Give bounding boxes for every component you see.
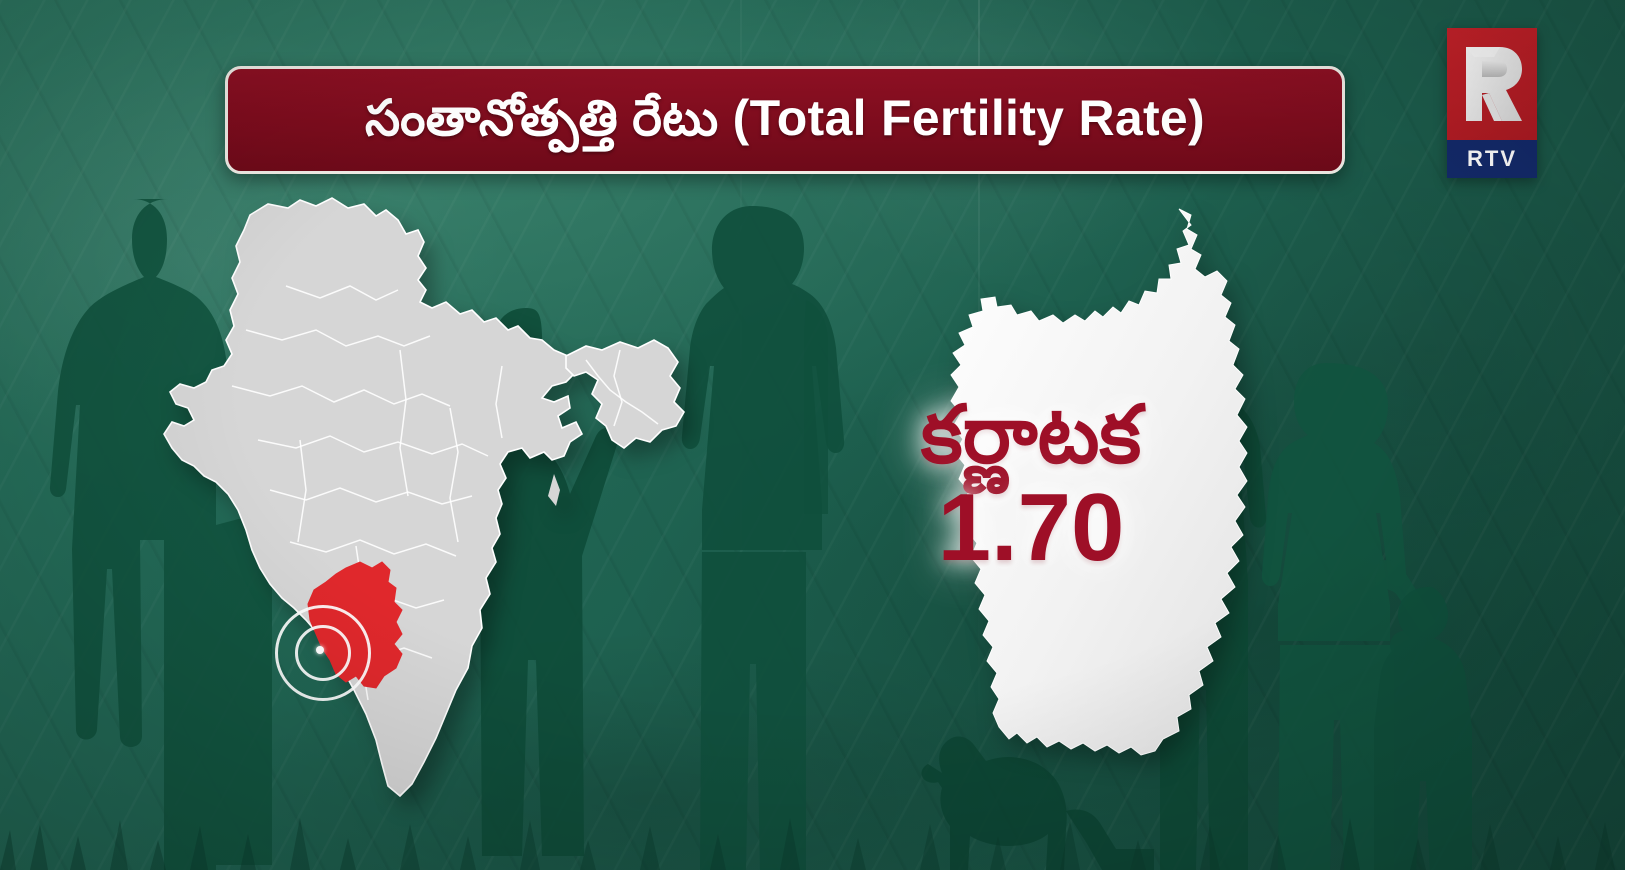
title-banner: సంతానోత్పత్తి రేటు (Total Fertility Rate… (225, 66, 1345, 174)
karnataka-state-map[interactable] (895, 195, 1295, 795)
woman-with-child-silhouette (1262, 355, 1502, 870)
karnataka-outline (950, 208, 1248, 756)
india-landmass (163, 197, 584, 798)
rtv-channel-band: RTV (1447, 140, 1537, 178)
andaman-islands (548, 474, 560, 506)
rtv-channel-name: RTV (1467, 146, 1517, 171)
northeast-states (565, 339, 685, 449)
page-title: సంతానోత్పత్తి రేటు (Total Fertility Rate… (364, 90, 1205, 146)
rtv-logo[interactable]: RTV (1447, 28, 1537, 178)
grass-texture (0, 818, 1615, 870)
india-map[interactable] (150, 190, 720, 810)
rtv-r-mark (1447, 28, 1537, 140)
stylized-r-icon (1466, 47, 1522, 121)
karnataka-highlight (307, 561, 403, 689)
